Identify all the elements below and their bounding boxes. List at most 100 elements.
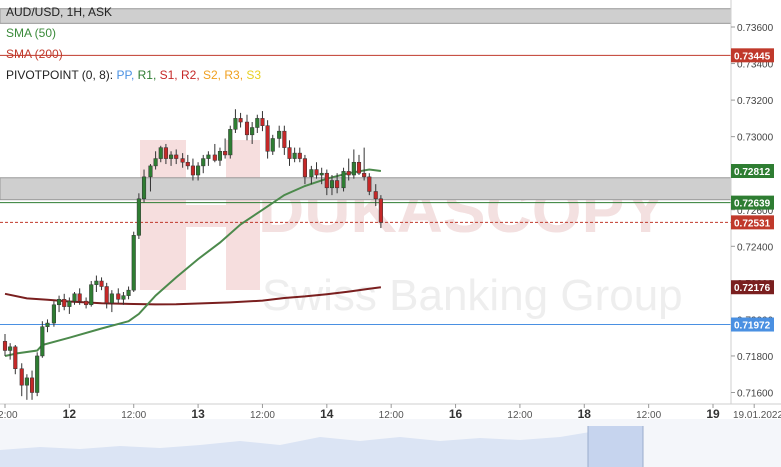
x-tick-label: 19.01.2022	[733, 410, 781, 421]
y-tick-label: 0.73600	[737, 23, 774, 34]
candle-body	[45, 322, 50, 327]
y-tick-label: 0.73400	[737, 60, 774, 71]
legend-pivot-s3: S3	[243, 68, 262, 82]
candle-body	[89, 284, 94, 306]
candle-body	[362, 172, 367, 178]
candle	[329, 175, 335, 196]
navigator-window[interactable]	[588, 426, 643, 467]
candle-body	[201, 158, 206, 167]
candle	[19, 363, 24, 397]
candle-body	[104, 286, 109, 304]
candle	[196, 162, 201, 181]
x-tick-label: 19	[706, 407, 720, 421]
candle-body	[136, 198, 141, 236]
legend-sma200: SMA (200)	[6, 47, 63, 61]
candle	[319, 167, 324, 185]
candle-body	[238, 118, 243, 123]
candle	[335, 173, 340, 194]
watermark-logo-bar	[186, 205, 226, 227]
candle	[2, 334, 8, 356]
price-tag: 0.72531	[731, 215, 774, 230]
candle-body	[373, 191, 378, 200]
candle	[62, 293, 67, 311]
legend-pivot-s1: S1,	[156, 68, 178, 82]
price-tag: 0.72812	[731, 164, 774, 179]
candle	[265, 120, 270, 159]
legend-sma50: SMA (50)	[6, 26, 57, 40]
candle-body	[319, 172, 324, 176]
candle	[72, 291, 77, 305]
candle	[158, 145, 163, 163]
x-tick-label: 12:00	[507, 410, 532, 421]
candle-body	[67, 300, 72, 307]
candle-body	[57, 299, 62, 306]
price-tag-box	[731, 215, 774, 230]
x-tick-label: 12:00	[250, 410, 275, 421]
navigator-area	[0, 428, 643, 467]
price-tag-label: 0.72812	[734, 167, 771, 178]
candle-body	[367, 176, 372, 192]
candle	[217, 147, 223, 166]
candle	[238, 112, 243, 128]
candle	[57, 295, 62, 313]
candle-body	[329, 180, 335, 189]
candle	[244, 114, 250, 141]
candle-body	[260, 118, 265, 126]
candle-body	[126, 289, 131, 296]
candle-body	[335, 180, 340, 189]
candle-body	[62, 299, 67, 307]
candle	[13, 344, 18, 375]
candle-body	[153, 158, 158, 167]
time-axis[interactable]: 12:00 12 12:00 13 12:00 14 12:00 16 12:00 18 12:00…	[0, 403, 781, 421]
candle	[309, 165, 314, 185]
candle-body	[109, 293, 114, 304]
candle	[109, 290, 114, 313]
candle-body	[163, 147, 168, 159]
sma200-layer	[4, 286, 382, 306]
candle	[116, 288, 121, 303]
candle	[77, 288, 82, 305]
level-band	[0, 177, 732, 201]
candle-body	[277, 130, 282, 139]
candle-body	[148, 165, 153, 178]
candle-body	[72, 293, 77, 302]
candle	[29, 370, 35, 400]
price-tag-box	[731, 195, 774, 210]
candle	[287, 140, 292, 166]
candle-body	[302, 158, 307, 178]
candle-body	[40, 326, 45, 357]
price-tag-box	[731, 280, 774, 295]
price-tag-label: 0.72176	[734, 283, 771, 294]
candle-body	[2, 341, 8, 351]
candle-body	[94, 280, 99, 285]
sma200-line	[4, 286, 382, 306]
candle	[324, 169, 329, 196]
candle	[277, 125, 282, 148]
candle-body	[158, 147, 163, 159]
candle-body	[77, 293, 82, 302]
candle-body	[35, 355, 40, 393]
candle	[378, 195, 383, 229]
candle-body	[217, 151, 223, 161]
x-tick-label: 13	[191, 407, 205, 421]
price-tag-box	[731, 164, 774, 179]
legend-pivot-items: PP, R1, S1, R2, S2, R3, S3	[116, 68, 261, 82]
price-tag-box	[731, 48, 774, 63]
candle-body	[324, 172, 329, 189]
candle	[206, 151, 211, 166]
candle-body	[19, 368, 24, 386]
x-tick-label: 12:00	[379, 410, 404, 421]
candle-body	[287, 147, 292, 159]
legend-pivot: PIVOTPOINT (0, 8): PP, R1, S1, R2, S2, R…	[6, 68, 261, 82]
candle	[24, 374, 29, 400]
candle	[148, 164, 153, 192]
price-tag-box	[731, 317, 774, 332]
candle	[121, 291, 126, 305]
candle	[153, 151, 158, 170]
navigator[interactable]	[0, 419, 781, 467]
candle	[51, 301, 56, 327]
candle-body	[141, 176, 147, 200]
legend-pivot-s2: S2,	[199, 68, 222, 82]
